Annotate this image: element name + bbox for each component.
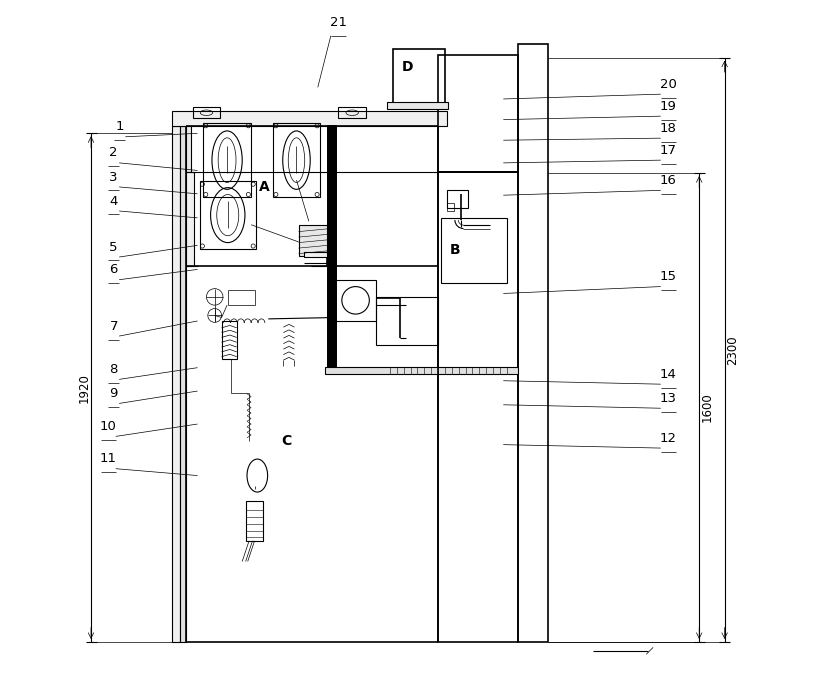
Bar xyxy=(172,111,447,126)
Bar xyxy=(222,321,237,359)
Text: B: B xyxy=(449,243,460,257)
Bar xyxy=(437,172,518,642)
Text: 13: 13 xyxy=(659,392,676,405)
Bar xyxy=(299,225,327,256)
Bar xyxy=(335,279,375,321)
Bar xyxy=(338,107,366,118)
Text: 7: 7 xyxy=(109,319,117,333)
Bar xyxy=(386,102,447,109)
Bar xyxy=(185,172,194,266)
Text: 6: 6 xyxy=(109,264,117,276)
Text: 5: 5 xyxy=(109,241,117,254)
Text: 18: 18 xyxy=(659,121,676,135)
Bar xyxy=(246,501,262,541)
Text: A: A xyxy=(259,180,270,194)
Text: 8: 8 xyxy=(109,363,117,376)
Bar xyxy=(203,123,251,197)
Text: 10: 10 xyxy=(99,420,117,433)
Bar xyxy=(185,126,191,172)
Text: 3: 3 xyxy=(109,170,117,184)
Bar xyxy=(447,203,453,211)
Text: 20: 20 xyxy=(659,78,676,90)
Bar xyxy=(172,126,180,642)
Bar xyxy=(199,181,256,249)
Bar xyxy=(375,297,437,345)
Text: D: D xyxy=(401,59,413,74)
Bar xyxy=(437,55,518,172)
Text: 1600: 1600 xyxy=(700,393,713,422)
Text: 19: 19 xyxy=(659,100,676,112)
Bar xyxy=(327,125,337,374)
Bar xyxy=(193,107,220,118)
Bar xyxy=(228,290,254,305)
Text: 1920: 1920 xyxy=(78,373,90,402)
Text: 21: 21 xyxy=(329,16,347,29)
Bar xyxy=(304,252,327,257)
Text: 9: 9 xyxy=(109,387,117,400)
Text: 11: 11 xyxy=(99,452,117,465)
Text: 15: 15 xyxy=(659,270,676,283)
Text: 16: 16 xyxy=(659,174,676,187)
Bar xyxy=(518,44,547,642)
Text: 17: 17 xyxy=(659,144,676,157)
Bar xyxy=(324,367,518,374)
Text: 2300: 2300 xyxy=(725,335,739,364)
Text: 4: 4 xyxy=(109,195,117,208)
Bar xyxy=(447,190,467,208)
Text: 12: 12 xyxy=(659,432,676,444)
Bar xyxy=(180,126,185,642)
Bar xyxy=(273,123,319,197)
Text: 2: 2 xyxy=(109,146,117,159)
Text: 14: 14 xyxy=(659,368,676,381)
Text: C: C xyxy=(281,434,292,448)
Text: 1: 1 xyxy=(116,120,124,133)
Bar xyxy=(441,218,506,283)
Bar xyxy=(393,50,444,104)
